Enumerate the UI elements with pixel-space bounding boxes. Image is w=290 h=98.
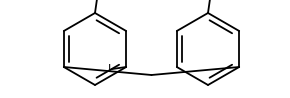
Text: I: I: [108, 64, 111, 74]
